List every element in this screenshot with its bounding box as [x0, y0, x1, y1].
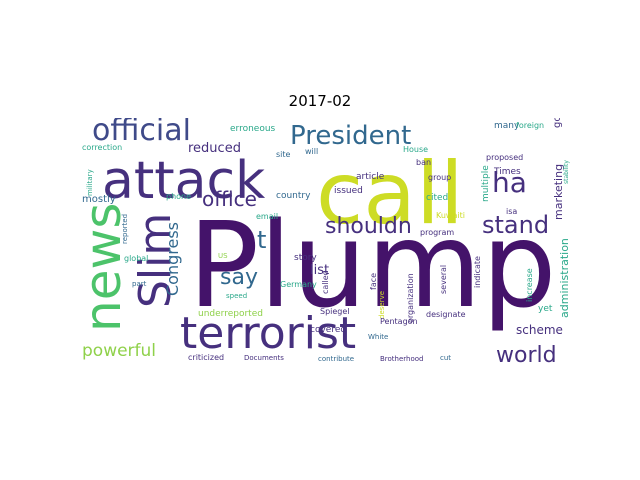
- cloud-word-official: official: [92, 118, 191, 148]
- cloud-word-phone: phone: [166, 192, 191, 201]
- cloud-word-deserve: deserve: [378, 291, 386, 319]
- cloud-word-scheme: scheme: [516, 323, 563, 337]
- cloud-word-call: call: [316, 144, 464, 244]
- cloud-word-brotherhood: Brotherhood: [380, 355, 424, 363]
- cloud-word-criticized: criticized: [188, 353, 224, 362]
- cloud-word-marketing: marketing: [552, 164, 565, 220]
- cloud-word-times: Times: [493, 167, 521, 177]
- cloud-word-germany: Germany: [280, 280, 317, 289]
- cloud-word-plump: Plump: [188, 196, 557, 334]
- cloud-word-president: President: [290, 121, 411, 151]
- cloud-word-site: site: [276, 150, 291, 159]
- cloud-word-many: many: [494, 121, 520, 131]
- cloud-word-list: list: [310, 263, 329, 278]
- cloud-word-face: face: [369, 273, 378, 290]
- cloud-word-global: global: [124, 254, 148, 263]
- cloud-word-email: email: [256, 212, 278, 221]
- cloud-word-stability: stability: [563, 160, 570, 184]
- cloud-word-organization: organization: [406, 273, 415, 323]
- cloud-word-story: story: [294, 253, 317, 263]
- cloud-word-ha: ha: [492, 166, 527, 199]
- cloud-word-part: part: [132, 280, 147, 288]
- cloud-word-ban: ban: [416, 158, 431, 167]
- cloud-word-documents: Documents: [244, 354, 284, 362]
- cloud-word-mostly: mostly: [82, 194, 116, 205]
- chart-title: 2017-02: [288, 92, 352, 110]
- cloud-word-cut: cut: [440, 354, 451, 362]
- cloud-word-proposed: proposed: [486, 153, 523, 162]
- cloud-word-world: world: [496, 343, 557, 366]
- cloud-word-powerful: powerful: [82, 341, 156, 361]
- cloud-word-kuwaiti: Kuwaiti: [436, 211, 465, 220]
- cloud-word-increase: increase: [525, 268, 534, 302]
- cloud-word-cited: cited: [426, 193, 448, 203]
- cloud-word-congress: Congress: [163, 222, 182, 296]
- cloud-word-multiple: multiple: [481, 165, 491, 202]
- cloud-word-news: news: [80, 203, 132, 332]
- cloud-word-designate: designate: [426, 310, 466, 319]
- cloud-word-correction: correction: [82, 143, 122, 152]
- cloud-word-erroneous: erroneous: [230, 124, 276, 134]
- cloud-word-slim: Slim: [130, 213, 181, 308]
- cloud-word-speed: speed: [226, 292, 247, 300]
- cloud-word-t: t: [257, 226, 266, 254]
- cloud-word-military: military: [86, 169, 94, 196]
- cloud-word-isa: isa: [506, 207, 517, 216]
- cloud-word-go: go: [552, 118, 563, 128]
- cloud-word-us: US: [218, 252, 228, 260]
- cloud-word-issued: issued: [334, 186, 363, 196]
- cloud-word-contribute: contribute: [318, 355, 354, 363]
- cloud-word-called: called: [321, 270, 330, 294]
- cloud-word-pentagon: Pentagon: [380, 317, 418, 326]
- cloud-word-house: House: [403, 145, 428, 154]
- cloud-word-attack: attack: [102, 151, 265, 211]
- cloud-word-spiegel: Spiegel: [320, 307, 350, 316]
- cloud-word-will: will: [305, 147, 318, 156]
- cloud-word-reported: reported: [121, 214, 129, 244]
- cloud-word-covered: covered: [310, 325, 346, 335]
- cloud-word-reduced: reduced: [188, 141, 241, 156]
- cloud-word-several: several: [439, 265, 448, 294]
- cloud-word-shouldn: shouldn: [325, 214, 412, 239]
- cloud-word-administration: administration: [558, 238, 570, 318]
- cloud-word-white: White: [368, 333, 388, 341]
- cloud-word-foreign: foreign: [516, 121, 544, 130]
- cloud-word-terrorist: terrorist: [180, 308, 356, 359]
- cloud-word-country: country: [276, 191, 311, 201]
- cloud-word-group: group: [428, 173, 451, 182]
- cloud-word-say: say: [220, 265, 258, 290]
- cloud-word-office: office: [202, 187, 257, 211]
- cloud-word-program: program: [420, 228, 454, 237]
- cloud-word-underreported: underreported: [198, 309, 263, 319]
- cloud-word-indicate: indicate: [473, 256, 482, 288]
- cloud-word-article: article: [356, 172, 385, 182]
- cloud-word-yet: yet: [538, 304, 553, 314]
- cloud-word-stand: stand: [482, 211, 549, 239]
